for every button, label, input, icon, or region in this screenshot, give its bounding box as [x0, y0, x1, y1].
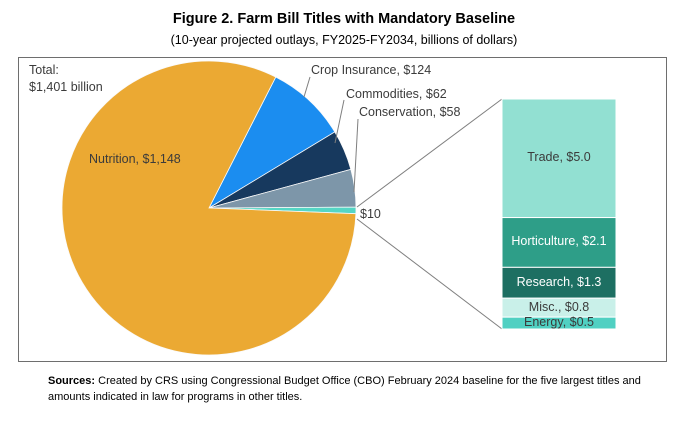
bar-label-trade: Trade, $5.0: [527, 150, 591, 165]
pie-slice-nutrition: [61, 60, 357, 356]
breakout-line-top: [356, 98, 503, 208]
sources-text: Created by CRS using Congressional Budge…: [48, 375, 641, 403]
leader-line-crop-insurance: [303, 76, 311, 98]
pie-slice-crop-insurance: [208, 76, 336, 210]
bar-label-horticulture: Horticulture, $2.1: [511, 234, 607, 249]
pie-label-commodities: Commodities, $62: [346, 87, 447, 101]
chart-frame: Total: $1,401 billion Nutrition, $1,148 …: [18, 57, 667, 362]
pie-label-conservation: Conservation, $58: [359, 105, 461, 119]
pie-label-crop-insurance: Crop Insurance, $124: [311, 63, 432, 77]
figure-title: Figure 2. Farm Bill Titles with Mandator…: [172, 11, 516, 27]
bar-segment-energy: [501, 316, 617, 330]
total-label: Total: $1,401 billion: [29, 62, 103, 96]
breakout-line-bottom: [356, 218, 503, 330]
leader-line-commodities: [334, 99, 345, 144]
total-label-line2: $1,401 billion: [29, 80, 103, 94]
bar-label-research: Research, $1.3: [516, 274, 602, 289]
bar-label-energy: Energy, $0.5: [524, 315, 594, 330]
leader-lines: [303, 76, 503, 330]
pie-label-other-titles: $10: [360, 207, 381, 221]
figure-subtitle: (10-year projected outlays, FY2025-FY203…: [170, 33, 518, 47]
pie-label-nutrition: Nutrition, $1,148: [89, 152, 181, 166]
bar-label-misc: Misc., $0.8: [528, 299, 590, 314]
bar-segment-trade: [501, 98, 617, 219]
sources-note: Sources: Created by CRS using Congressio…: [48, 374, 656, 406]
total-label-line1: Total:: [29, 63, 59, 77]
breakout-stacked-bar: [501, 98, 617, 330]
pie-chart: [61, 60, 357, 356]
sources-label: Sources:: [48, 375, 96, 387]
leader-line-conservation: [353, 118, 359, 193]
pie-bar-chart: [61, 60, 617, 356]
